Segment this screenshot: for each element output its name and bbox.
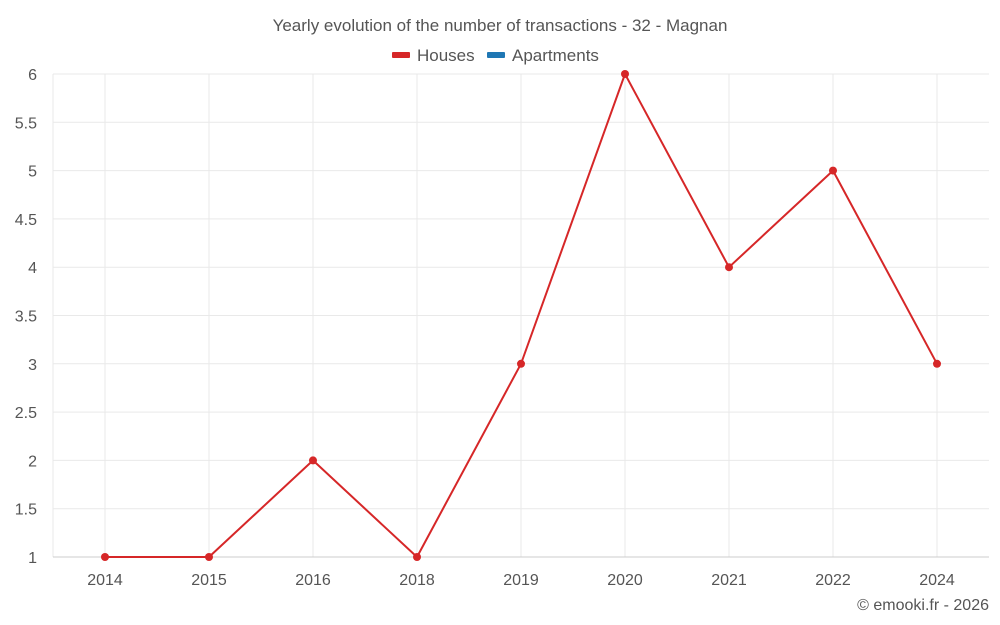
y-tick-label: 3.5 xyxy=(15,309,37,326)
legend-item-apartments[interactable]: Apartments xyxy=(487,46,599,65)
y-tick-label: 3 xyxy=(28,357,37,374)
y-tick-label: 5 xyxy=(28,164,37,181)
legend-item-houses[interactable]: Houses xyxy=(392,46,475,65)
x-tick-label: 2020 xyxy=(607,572,643,589)
legend: Houses Apartments xyxy=(392,46,599,65)
data-point-houses[interactable] xyxy=(621,70,629,78)
series xyxy=(101,70,941,561)
x-tick-label: 2021 xyxy=(711,572,747,589)
data-point-houses[interactable] xyxy=(933,359,941,368)
data-point-houses[interactable] xyxy=(413,553,421,561)
x-tick-label: 2014 xyxy=(87,572,123,589)
y-tick-label: 4.5 xyxy=(15,212,37,229)
data-point-houses[interactable] xyxy=(205,553,213,561)
y-tick-label: 6 xyxy=(28,67,37,84)
grid xyxy=(52,73,989,558)
x-tick-label: 2024 xyxy=(919,572,955,589)
data-point-houses[interactable] xyxy=(725,263,733,272)
x-tick-label: 2015 xyxy=(191,572,227,589)
x-tick-label: 2022 xyxy=(815,572,851,589)
credit-text: © emooki.fr - 2026 xyxy=(857,597,989,614)
legend-swatch-apartments xyxy=(487,52,505,58)
chart-title: Yearly evolution of the number of transa… xyxy=(273,16,728,35)
y-tick-label: 2.5 xyxy=(15,405,37,422)
legend-swatch-houses xyxy=(392,52,410,58)
legend-label-apartments: Apartments xyxy=(512,46,599,65)
y-axis: 1 1.5 2 2.5 3 3.5 4 4.5 5 5.5 6 xyxy=(15,67,37,567)
legend-label-houses: Houses xyxy=(417,46,475,65)
data-point-houses[interactable] xyxy=(517,359,525,368)
data-point-houses[interactable] xyxy=(309,456,317,465)
y-tick-label: 1.5 xyxy=(15,502,37,519)
x-tick-label: 2016 xyxy=(295,572,331,589)
data-point-houses[interactable] xyxy=(829,166,837,175)
x-axis: 2014 2015 2016 2018 2019 2020 2021 2022 2024 xyxy=(53,556,989,589)
y-tick-label: 5.5 xyxy=(15,115,37,132)
data-point-houses[interactable] xyxy=(101,553,109,561)
x-tick-label: 2019 xyxy=(503,572,539,589)
x-tick-label: 2018 xyxy=(399,572,435,589)
y-tick-label: 4 xyxy=(28,260,37,277)
y-tick-label: 2 xyxy=(28,453,37,470)
y-tick-label: 1 xyxy=(28,550,37,567)
